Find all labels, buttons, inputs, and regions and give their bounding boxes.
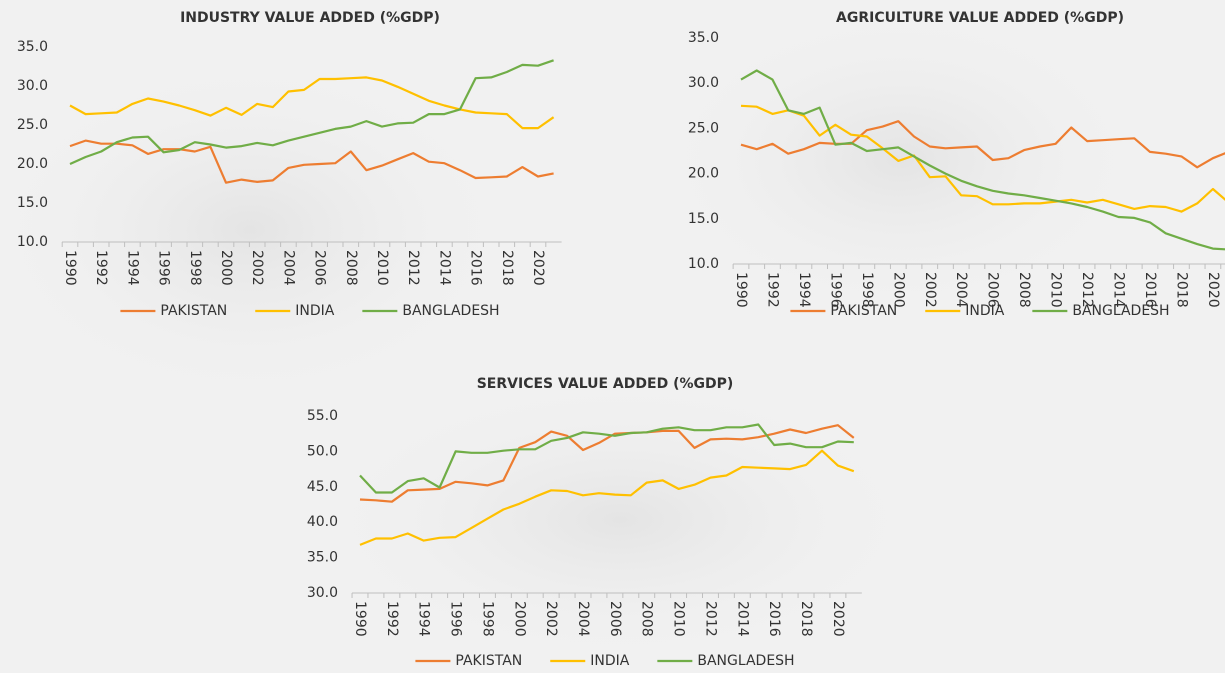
x-tick-label: 1996 xyxy=(827,272,843,308)
chart: SERVICES VALUE ADDED (%GDP) 30.0 35.0 40.0 4… xyxy=(307,376,862,669)
x-tick-label: 1998 xyxy=(187,250,203,286)
y-tick-label: 20.0 xyxy=(688,166,719,182)
x-tick-label: 2018 xyxy=(1173,272,1189,308)
x-tick-label: 2002 xyxy=(249,250,265,286)
x-tick-label: 2012 xyxy=(405,250,421,286)
y-tick-label: 20.0 xyxy=(17,156,48,172)
y-tick-label: 35.0 xyxy=(17,39,48,55)
y-tick-label: 40.0 xyxy=(307,514,338,530)
background-shade xyxy=(0,60,510,400)
legend-label: INDIA xyxy=(295,303,335,319)
y-tick-label: 25.0 xyxy=(17,117,48,133)
x-tick-label: 1990 xyxy=(733,272,749,308)
chart-title: INDUSTRY VALUE ADDED (%GDP) xyxy=(180,10,440,26)
y-tick-label: 35.0 xyxy=(688,30,719,46)
x-tick-label: 2004 xyxy=(575,601,591,637)
x-tick-label: 2000 xyxy=(890,272,906,308)
x-tick-label: 1994 xyxy=(796,272,812,308)
y-tick-label: 15.0 xyxy=(17,195,48,211)
y-tick-label: 30.0 xyxy=(307,585,338,601)
x-tick-label: 2014 xyxy=(734,601,750,637)
series-line xyxy=(359,449,855,546)
y-tick-label: 15.0 xyxy=(688,211,719,227)
y-tick-label: 55.0 xyxy=(307,408,338,424)
x-tick-label: 1992 xyxy=(764,272,780,308)
legend: PAKISTAN INDIA BANGLADESH xyxy=(415,653,795,669)
background-shade xyxy=(320,380,920,660)
x-tick-label: 2016 xyxy=(766,601,782,637)
chart: INDUSTRY VALUE ADDED (%GDP) 10.0 15.0 20.0 2… xyxy=(17,10,562,319)
x-tick-label: 2006 xyxy=(312,250,328,286)
x-tick-label: 2004 xyxy=(280,250,296,286)
x-tick-label: 2002 xyxy=(543,601,559,637)
x-tick-label: 1996 xyxy=(156,250,172,286)
x-tick-label: 2016 xyxy=(1142,272,1158,308)
chart: AGRICULTURE VALUE ADDED (%GDP) 10.0 15.0 20… xyxy=(688,10,1225,319)
x-tick-label: 2010 xyxy=(1048,272,1064,308)
series-line xyxy=(359,423,854,494)
x-tick-label: 2006 xyxy=(607,601,623,637)
x-tick-label: 1996 xyxy=(448,601,464,637)
x-tick-label: 2000 xyxy=(218,250,234,286)
x-tick-label: 1990 xyxy=(62,250,78,286)
x-tick-label: 2008 xyxy=(343,250,359,286)
y-tick-label: 45.0 xyxy=(307,479,338,495)
y-tick-label: 50.0 xyxy=(307,443,338,459)
legend-label: PAKISTAN xyxy=(160,303,227,319)
series-line xyxy=(69,139,554,184)
series-line xyxy=(359,424,855,503)
x-tick-label: 2016 xyxy=(468,250,484,286)
x-tick-label: 1990 xyxy=(352,601,368,637)
x-tick-label: 2020 xyxy=(1205,272,1221,308)
series-line xyxy=(69,76,555,130)
legend-label: PAKISTAN xyxy=(455,653,522,669)
x-tick-label: 2006 xyxy=(985,272,1001,308)
x-tick-label: 2014 xyxy=(1111,272,1127,308)
x-tick-label: 1994 xyxy=(124,250,140,286)
legend-label: BANGLADESH xyxy=(697,653,794,669)
x-tick-label: 1992 xyxy=(93,250,109,286)
y-tick-label: 30.0 xyxy=(688,75,719,91)
legend-label: BANGLADESH xyxy=(402,303,499,319)
x-tick-label: 1994 xyxy=(416,601,432,637)
legend: PAKISTAN INDIA BANGLADESH xyxy=(120,303,500,319)
x-tick-label: 2004 xyxy=(953,272,969,308)
chart-title: AGRICULTURE VALUE ADDED (%GDP) xyxy=(836,10,1124,26)
legend-label: INDIA xyxy=(965,303,1005,319)
x-tick-label: 1998 xyxy=(859,272,875,308)
x-tick-label: 1998 xyxy=(479,601,495,637)
legend-label: BANGLADESH xyxy=(1072,303,1169,319)
y-tick-label: 25.0 xyxy=(688,120,719,136)
x-tick-label: 2014 xyxy=(436,250,452,286)
y-tick-label: 10.0 xyxy=(17,234,48,250)
x-tick-label: 2018 xyxy=(499,250,515,286)
legend-label: PAKISTAN xyxy=(830,303,897,319)
series-line xyxy=(740,104,1225,213)
series-line xyxy=(740,69,1225,251)
series-line xyxy=(740,120,1225,169)
y-tick-label: 35.0 xyxy=(307,550,338,566)
x-tick-label: 2008 xyxy=(1016,272,1032,308)
x-tick-label: 2010 xyxy=(671,601,687,637)
y-tick-label: 10.0 xyxy=(688,256,719,272)
x-tick-label: 2020 xyxy=(830,601,846,637)
x-tick-label: 2018 xyxy=(798,601,814,637)
x-tick-label: 2012 xyxy=(1079,272,1095,308)
x-tick-label: 2000 xyxy=(511,601,527,637)
chart-title: SERVICES VALUE ADDED (%GDP) xyxy=(477,376,734,392)
legend: PAKISTAN INDIA BANGLADESH xyxy=(790,303,1170,319)
x-tick-label: 2008 xyxy=(639,601,655,637)
y-tick-label: 30.0 xyxy=(17,78,48,94)
x-tick-label: 2010 xyxy=(374,250,390,286)
x-tick-label: 2020 xyxy=(530,250,546,286)
x-tick-label: 2012 xyxy=(702,601,718,637)
x-tick-label: 1992 xyxy=(384,601,400,637)
x-tick-label: 2002 xyxy=(922,272,938,308)
series-line xyxy=(69,59,554,166)
legend-label: INDIA xyxy=(590,653,630,669)
